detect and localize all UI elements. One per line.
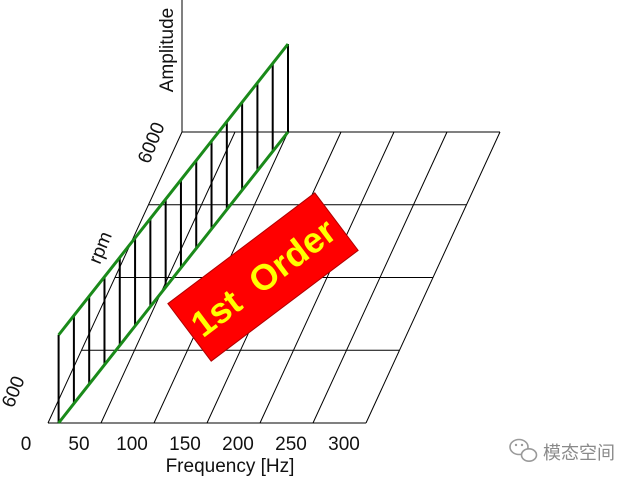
- wechat-icon: [509, 438, 538, 462]
- frequency-tick-label-0: 0: [21, 434, 32, 455]
- order-1-amplitude-line: [57, 43, 290, 336]
- frequency-rpm-grid: [47, 131, 501, 424]
- order-1-baseline: [57, 131, 290, 424]
- frequency-tick-label-100: 100: [116, 434, 148, 455]
- frequency-tick-label-300: 300: [328, 434, 360, 455]
- frequency-tick-labels: 0 50 100 150 200 250 300: [21, 434, 360, 455]
- frequency-tick-label-150: 150: [169, 434, 201, 455]
- rpm-tick-label-6000: 6000: [134, 119, 169, 166]
- order-lines: [57, 43, 290, 424]
- frequency-tick-label-200: 200: [222, 434, 254, 455]
- rpm-axis-title: rpm: [85, 229, 117, 267]
- watermark-text: 模态空间: [543, 443, 615, 464]
- order-label-box: [167, 192, 359, 362]
- rpm-tick-label-600: 600: [0, 373, 30, 410]
- amplitude-axis-title: Amplitude: [157, 8, 178, 93]
- order-stems: [57, 44, 289, 423]
- watermark: 模态空间: [509, 438, 615, 464]
- frequency-tick-label-250: 250: [275, 434, 307, 455]
- frequency-tick-label-50: 50: [68, 434, 89, 455]
- frequency-axis-title: Frequency [Hz]: [166, 456, 295, 477]
